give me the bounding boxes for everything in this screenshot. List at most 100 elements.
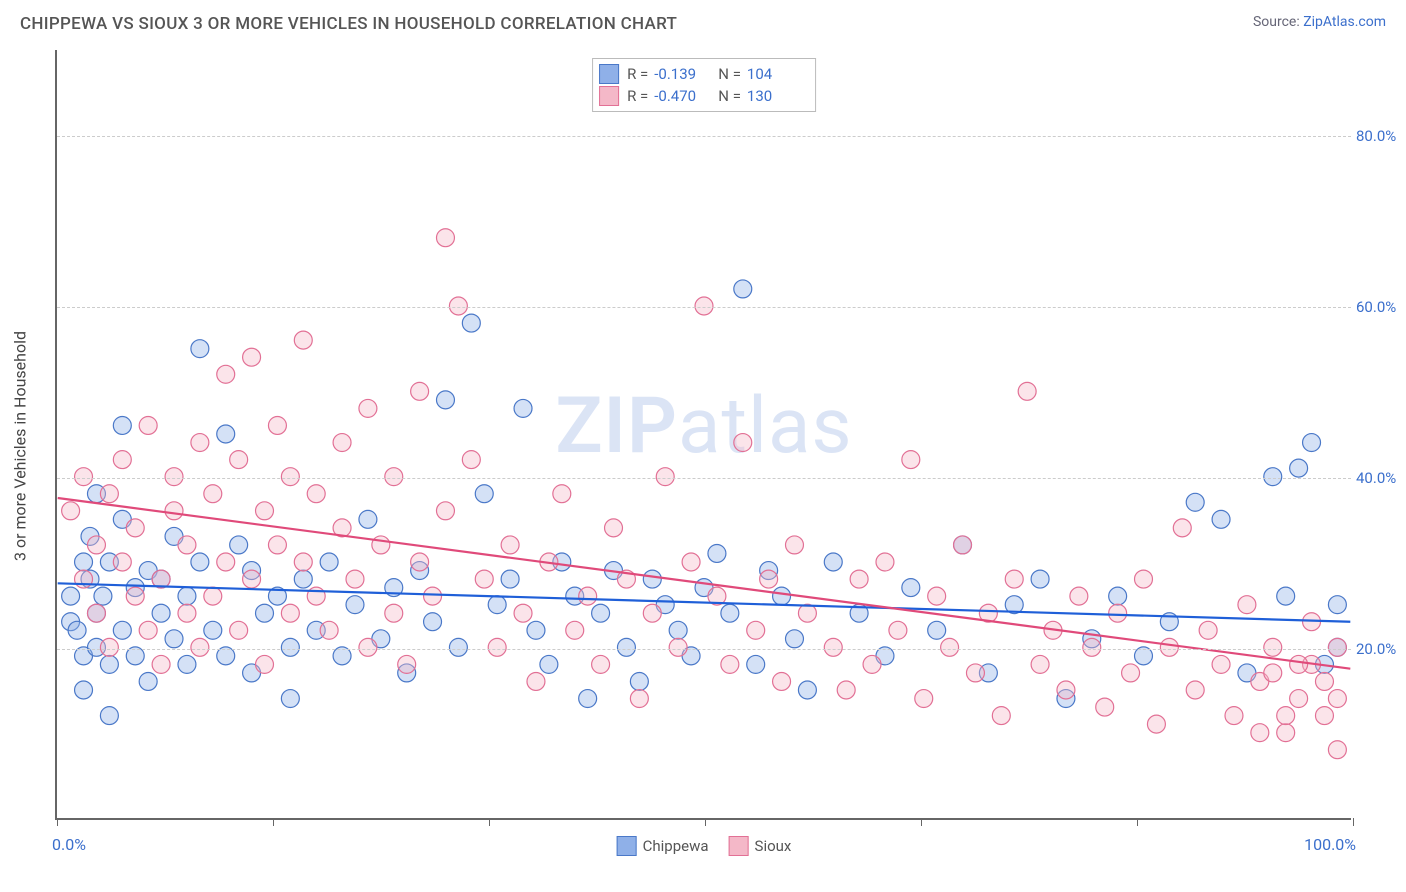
- scatter-point: [126, 519, 144, 537]
- scatter-point: [165, 502, 183, 520]
- scatter-point: [966, 664, 984, 682]
- scatter-point: [617, 638, 635, 656]
- legend-swatch-chippewa-bottom: [617, 836, 637, 856]
- scatter-point: [113, 621, 131, 639]
- legend-series-box: Chippewa Sioux: [617, 836, 792, 856]
- scatter-point: [333, 434, 351, 452]
- legend-label-sioux: Sioux: [755, 837, 792, 855]
- scatter-point: [786, 630, 804, 648]
- scatter-point: [798, 604, 816, 622]
- scatter-point: [217, 365, 235, 383]
- scatter-point: [824, 638, 842, 656]
- scatter-point: [281, 690, 299, 708]
- scatter-point: [424, 587, 442, 605]
- scatter-point: [1251, 724, 1269, 742]
- scatter-point: [1290, 459, 1308, 477]
- scatter-point: [1109, 587, 1127, 605]
- scatter-point: [113, 553, 131, 571]
- scatter-point: [1186, 493, 1204, 511]
- grid-line: [57, 649, 1351, 650]
- chart-title: CHIPPEWA VS SIOUX 3 OR MORE VEHICLES IN …: [20, 14, 677, 34]
- scatter-point: [100, 638, 118, 656]
- scatter-point: [243, 348, 261, 366]
- scatter-point: [721, 655, 739, 673]
- scatter-point: [462, 451, 480, 469]
- x-tick: [705, 818, 706, 826]
- grid-line: [57, 136, 1351, 137]
- scatter-point: [346, 570, 364, 588]
- scatter-point: [747, 621, 765, 639]
- x-tick: [273, 818, 274, 826]
- scatter-point: [62, 587, 80, 605]
- x-tick: [1137, 818, 1138, 826]
- source-link[interactable]: ZipAtlas.com: [1303, 14, 1386, 30]
- grid-line: [57, 478, 1351, 479]
- scatter-point: [643, 604, 661, 622]
- scatter-point: [217, 553, 235, 571]
- scatter-point: [592, 655, 610, 673]
- scatter-point: [669, 621, 687, 639]
- legend-item-sioux: Sioux: [729, 836, 792, 856]
- scatter-point: [75, 468, 93, 486]
- scatter-point: [436, 229, 454, 247]
- scatter-point: [941, 638, 959, 656]
- x-max-label: 100.0%: [1304, 835, 1356, 854]
- scatter-point: [1057, 681, 1075, 699]
- scatter-point: [411, 553, 429, 571]
- legend-swatch-sioux: [599, 86, 619, 106]
- scatter-point: [863, 655, 881, 673]
- scatter-point: [152, 604, 170, 622]
- scatter-point: [75, 553, 93, 571]
- scatter-point: [372, 536, 390, 554]
- scatter-point: [178, 536, 196, 554]
- scatter-point: [113, 416, 131, 434]
- scatter-point: [243, 570, 261, 588]
- scatter-point: [1315, 707, 1333, 725]
- scatter-point: [281, 604, 299, 622]
- scatter-point: [139, 621, 157, 639]
- scatter-point: [824, 553, 842, 571]
- legend-r-label: R =: [627, 65, 648, 83]
- scatter-point: [346, 596, 364, 614]
- scatter-point: [191, 553, 209, 571]
- scatter-point: [501, 570, 519, 588]
- scatter-point: [1018, 382, 1036, 400]
- scatter-point: [113, 451, 131, 469]
- scatter-point: [204, 621, 222, 639]
- scatter-point: [268, 416, 286, 434]
- scatter-point: [230, 621, 248, 639]
- scatter-point: [1109, 604, 1127, 622]
- scatter-point: [191, 340, 209, 358]
- scatter-point: [669, 638, 687, 656]
- scatter-point: [256, 655, 274, 673]
- scatter-point: [1070, 587, 1088, 605]
- scatter-point: [424, 613, 442, 631]
- scatter-point: [1160, 638, 1178, 656]
- scatter-point: [1031, 655, 1049, 673]
- scatter-point: [579, 690, 597, 708]
- scatter-point: [436, 391, 454, 409]
- scatter-point: [1173, 519, 1191, 537]
- scatter-point: [94, 587, 112, 605]
- scatter-point: [320, 621, 338, 639]
- scatter-point: [449, 638, 467, 656]
- scatter-point: [191, 638, 209, 656]
- scatter-point: [501, 536, 519, 554]
- scatter-point: [204, 485, 222, 503]
- scatter-point: [411, 382, 429, 400]
- x-tick: [489, 818, 490, 826]
- scatter-point: [630, 690, 648, 708]
- scatter-point: [256, 604, 274, 622]
- scatter-point: [915, 690, 933, 708]
- scatter-point: [656, 468, 674, 486]
- y-axis-label: 3 or more Vehicles in Household: [11, 331, 30, 561]
- scatter-point: [1328, 690, 1346, 708]
- scatter-point: [436, 502, 454, 520]
- scatter-point: [1264, 664, 1282, 682]
- scatter-point: [398, 655, 416, 673]
- scatter-point: [100, 707, 118, 725]
- legend-swatch-chippewa: [599, 64, 619, 84]
- scatter-point: [773, 587, 791, 605]
- legend-n-label: N =: [718, 65, 741, 83]
- scatter-point: [1328, 741, 1346, 759]
